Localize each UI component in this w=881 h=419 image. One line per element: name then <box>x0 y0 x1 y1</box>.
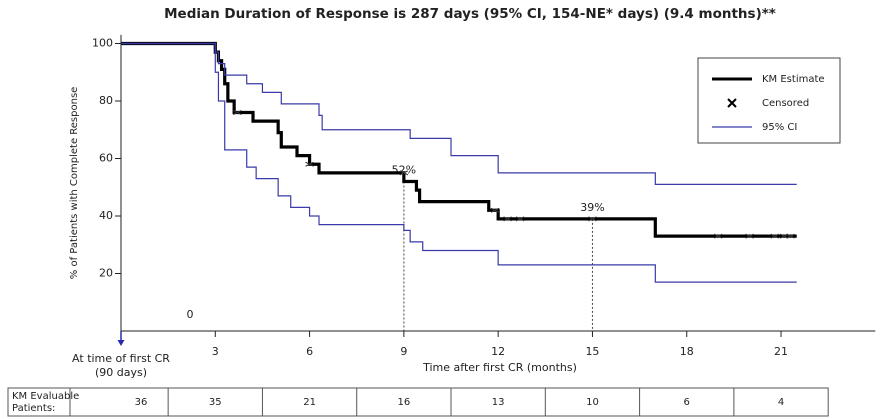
censor-mark <box>503 216 512 222</box>
risk-table-count: 16 <box>398 397 411 408</box>
risk-table-count: 4 <box>778 397 784 408</box>
censor-mark <box>588 216 597 222</box>
censor-mark <box>713 233 723 239</box>
risk-table-count: 10 <box>586 397 599 408</box>
origin-label: 0 <box>187 308 194 321</box>
risk-table-label: KM Evaluable <box>12 391 79 402</box>
censor-mark <box>233 110 242 115</box>
x-tick-label: 6 <box>306 345 313 358</box>
censor-mark <box>490 207 500 213</box>
y-axis-label: % of Patients with Complete Response <box>69 87 80 280</box>
y-tick-label: 20 <box>99 267 113 280</box>
x-axis-label: Time after first CR (months) <box>422 361 577 374</box>
legend-label: KM Estimate <box>762 74 825 85</box>
legend-label: Censored <box>762 98 809 109</box>
x-tick-label: 18 <box>680 345 694 358</box>
start-label: (90 days) <box>95 366 147 379</box>
y-tick-label: 40 <box>99 209 113 222</box>
risk-table-count: 13 <box>492 397 505 408</box>
chart-title: Median Duration of Response is 287 days … <box>164 6 776 22</box>
x-tick-label: 15 <box>585 345 599 358</box>
censor-mark <box>770 233 779 239</box>
km-line <box>121 41 797 238</box>
x-tick-label: 3 <box>212 345 219 358</box>
censor-mark <box>515 216 525 222</box>
x-tick-label: 9 <box>400 345 407 358</box>
y-tick-label: 80 <box>99 94 113 107</box>
x-tick-label: 21 <box>774 345 788 358</box>
ci-line <box>121 42 797 185</box>
legend-symbol <box>727 98 737 108</box>
x-tick-label: 12 <box>491 345 505 358</box>
censor-mark <box>305 161 314 167</box>
censor-mark <box>786 233 795 239</box>
risk-table-count: 36 <box>135 397 148 408</box>
legend-box <box>697 57 841 144</box>
risk-table-count: 21 <box>303 397 316 408</box>
censor-mark <box>745 233 754 239</box>
y-tick-label: 60 <box>99 152 113 165</box>
y-tick-label: 100 <box>92 37 113 50</box>
risk-table-count: 6 <box>684 397 690 408</box>
risk-table-label: Patients: <box>12 403 55 414</box>
legend-label: 95% CI <box>762 122 797 133</box>
risk-table-box <box>7 387 829 417</box>
annotation-label: 39% <box>580 201 604 214</box>
risk-table-count: 35 <box>209 397 222 408</box>
start-label: At time of first CR <box>72 352 170 365</box>
start-arrow-head <box>117 340 125 346</box>
ci-line <box>121 42 797 283</box>
censor-mark <box>399 170 409 176</box>
